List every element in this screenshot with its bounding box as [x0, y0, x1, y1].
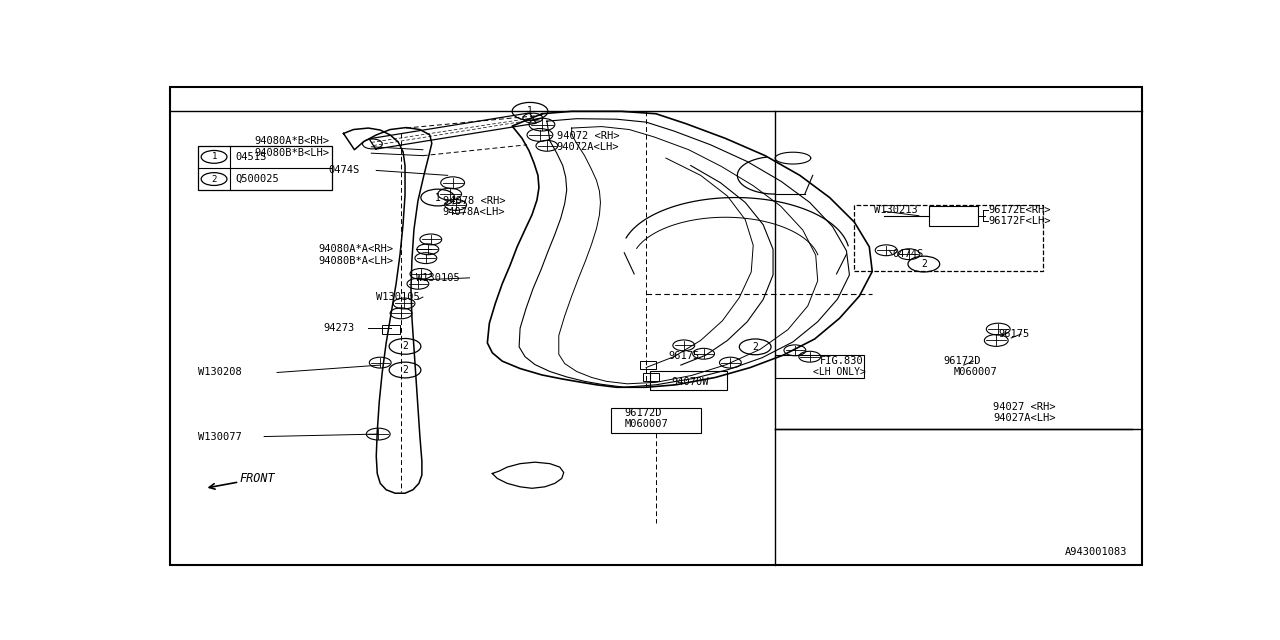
- Text: 94072 <RH>: 94072 <RH>: [557, 131, 620, 141]
- Text: <LH ONLY>: <LH ONLY>: [813, 367, 865, 378]
- Text: W130105: W130105: [416, 273, 460, 283]
- Text: 94273: 94273: [324, 323, 355, 333]
- Text: 0474S: 0474S: [892, 249, 923, 259]
- Text: 0451S: 0451S: [236, 152, 266, 162]
- Text: 96172D: 96172D: [943, 356, 982, 366]
- Text: 1: 1: [527, 106, 532, 116]
- Bar: [197, 146, 332, 190]
- Text: A943001083: A943001083: [1065, 547, 1128, 557]
- Text: M060007: M060007: [625, 419, 668, 429]
- Bar: [612, 408, 700, 433]
- Text: 2: 2: [920, 259, 927, 269]
- Text: M060007: M060007: [954, 367, 997, 378]
- Text: 2: 2: [402, 341, 408, 351]
- Text: 1: 1: [435, 193, 440, 202]
- Text: 94078 <RH>: 94078 <RH>: [443, 196, 506, 206]
- Text: 1: 1: [211, 152, 216, 161]
- Bar: [643, 374, 659, 381]
- Text: 2: 2: [211, 175, 216, 184]
- Text: Q500025: Q500025: [236, 174, 279, 184]
- Text: FIG.830: FIG.830: [819, 356, 864, 366]
- Text: W130077: W130077: [197, 431, 242, 442]
- Text: 2: 2: [753, 342, 758, 352]
- Text: 94027A<LH>: 94027A<LH>: [993, 413, 1056, 423]
- Text: 96172E<RH>: 96172E<RH>: [988, 205, 1051, 215]
- Text: 94078A<LH>: 94078A<LH>: [443, 207, 506, 218]
- Text: 0474S: 0474S: [329, 165, 360, 175]
- Text: 96175: 96175: [998, 329, 1029, 339]
- Text: FRONT: FRONT: [239, 472, 275, 485]
- Bar: [640, 361, 657, 369]
- Bar: [650, 371, 727, 390]
- Text: 96175: 96175: [668, 351, 699, 361]
- Text: 94072A<LH>: 94072A<LH>: [557, 142, 620, 152]
- Text: 96172D: 96172D: [625, 408, 662, 418]
- Text: 96172F<LH>: 96172F<LH>: [988, 216, 1051, 226]
- Text: W130105: W130105: [376, 292, 420, 302]
- Text: 94080A*B<RH>: 94080A*B<RH>: [255, 136, 329, 146]
- Text: 94080B*A<LH>: 94080B*A<LH>: [319, 255, 394, 266]
- Bar: [776, 355, 864, 378]
- Text: W130213: W130213: [874, 205, 918, 215]
- Bar: [855, 205, 1043, 271]
- Text: 94027 <RH>: 94027 <RH>: [993, 402, 1056, 412]
- Bar: [929, 206, 978, 226]
- Text: 2: 2: [402, 365, 408, 375]
- Text: 94070W: 94070W: [671, 378, 708, 387]
- Text: W130208: W130208: [197, 367, 242, 378]
- Text: 94080A*A<RH>: 94080A*A<RH>: [319, 244, 394, 254]
- Bar: [383, 324, 401, 333]
- Text: 94080B*B<LH>: 94080B*B<LH>: [255, 148, 329, 158]
